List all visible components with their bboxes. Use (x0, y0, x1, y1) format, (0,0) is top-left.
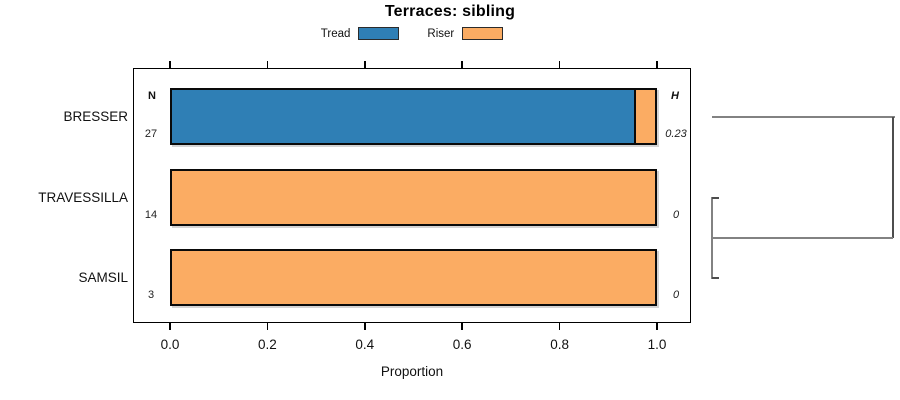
h-column-header: H (671, 90, 679, 102)
axis-tick-top (169, 61, 171, 68)
axis-tick-bottom (169, 323, 171, 330)
axis-tick-bottom (558, 323, 561, 330)
stacked-bar (170, 169, 657, 226)
x-axis-label: Proportion (380, 364, 444, 379)
axis-tick-bottom (656, 323, 658, 330)
axis-tick-bottom (364, 323, 366, 330)
dendrogram-line (712, 236, 893, 239)
stacked-bar (170, 88, 657, 145)
legend-item: Tread (321, 27, 400, 40)
axis-tick-label: 0.4 (355, 337, 375, 352)
dendrogram-line (712, 115, 895, 118)
n-column-header: N (148, 90, 156, 102)
axis-tick-label: 0.0 (160, 337, 180, 352)
legend-item-label: Riser (427, 27, 455, 40)
dendrogram-line (892, 116, 894, 238)
riser-segment (635, 90, 655, 143)
tread-swatch (358, 27, 400, 40)
h-value: 0.23 (665, 128, 687, 140)
h-value: 0 (672, 209, 680, 221)
n-value: 14 (144, 209, 158, 221)
category-label: BRESSER (63, 108, 128, 124)
axis-tick-top (364, 61, 366, 68)
axis-tick-top (656, 61, 658, 68)
dendrogram-line (711, 196, 713, 279)
axis-tick-top (266, 61, 269, 68)
axis-tick-top (558, 61, 561, 68)
dendrogram-line (712, 276, 719, 279)
axis-tick-top (461, 61, 463, 68)
category-label: TRAVESSILLA (38, 189, 128, 205)
axis-tick-bottom (461, 323, 463, 330)
axis-tick-label: 0.6 (452, 337, 472, 352)
axis-tick-bottom (266, 323, 269, 330)
n-value: 27 (144, 128, 158, 140)
legend-item-label: Tread (320, 27, 351, 40)
axis-tick-label: 1.0 (647, 337, 667, 352)
legend: Tread Riser (133, 25, 691, 42)
category-label: SAMSIL (78, 269, 128, 285)
tread-segment (172, 90, 636, 143)
riser-swatch (462, 27, 504, 40)
dendrogram-line (712, 196, 719, 199)
n-value: 3 (147, 289, 155, 301)
stacked-bar (170, 249, 657, 306)
axis-tick-label: 0.8 (550, 337, 569, 352)
axis-tick-label: 0.2 (258, 337, 277, 352)
chart-title: Terraces: sibling (384, 3, 516, 20)
h-value: 0 (672, 289, 680, 301)
legend-item: Riser (427, 27, 504, 40)
